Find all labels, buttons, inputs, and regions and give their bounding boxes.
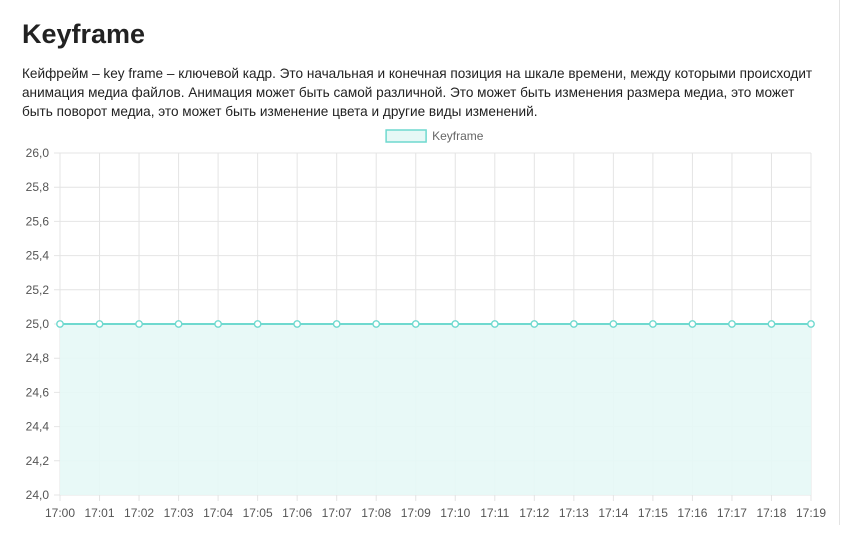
x-tick-label: 17:11 <box>480 506 509 520</box>
data-point[interactable] <box>332 320 341 328</box>
x-tick-label: 17:10 <box>440 506 470 520</box>
data-point[interactable] <box>609 320 618 328</box>
y-tick-label: 24,8 <box>26 351 50 365</box>
data-point[interactable] <box>807 320 815 328</box>
legend[interactable]: Keyframe <box>385 129 484 143</box>
y-tick-label: 25,4 <box>26 249 50 263</box>
data-point[interactable] <box>490 320 499 328</box>
x-tick-label: 17:03 <box>164 506 194 520</box>
y-tick-label: 24,4 <box>26 420 50 434</box>
data-point[interactable] <box>253 320 262 328</box>
x-tick-label: 17:18 <box>756 506 786 520</box>
x-tick-label: 17:08 <box>361 506 391 520</box>
x-tick-label: 17:13 <box>559 506 589 520</box>
data-point[interactable] <box>411 320 420 328</box>
series-points[interactable] <box>56 320 815 328</box>
y-tick-label: 25,2 <box>26 283 50 297</box>
x-tick-label: 17:17 <box>717 506 747 520</box>
description-paragraph: Кейфрейм – key frame – ключевой кадр. Эт… <box>22 66 813 119</box>
y-tick-label: 25,8 <box>26 180 50 194</box>
data-point[interactable] <box>135 320 143 328</box>
y-tick-label: 25,6 <box>26 214 50 228</box>
x-tick-label: 17:04 <box>203 506 233 520</box>
y-tick-label: 24,2 <box>26 454 50 468</box>
data-point[interactable] <box>648 320 657 328</box>
data-point[interactable] <box>56 320 64 328</box>
x-axis-tick-labels: 17:00 17:01 17:02 17:03 17:04 17:05 17:06 17:07… <box>45 506 826 520</box>
x-tick-label: 17:02 <box>124 506 154 520</box>
right-divider <box>839 0 840 525</box>
x-tick-label: 17:12 <box>519 506 549 520</box>
x-tick-label: 17:01 <box>85 506 115 520</box>
y-axis-tick-labels: 26,0 25,8 25,6 25,4 25,2 25,0 24,8 24,6 24,4 24,2… <box>26 146 50 502</box>
series-area-fill <box>60 324 811 495</box>
data-point[interactable] <box>214 320 223 328</box>
legend-swatch[interactable] <box>385 129 427 143</box>
y-tick-label: 24,0 <box>26 488 50 502</box>
series-area <box>60 324 811 495</box>
data-point[interactable] <box>174 320 183 328</box>
x-tick-label: 17:19 <box>796 506 826 520</box>
data-point[interactable] <box>372 320 381 328</box>
data-point[interactable] <box>728 320 736 328</box>
legend-label[interactable]: Keyframe <box>432 129 484 143</box>
y-tick-label: 26,0 <box>26 146 50 160</box>
y-tick-label: 24,6 <box>26 385 50 399</box>
y-tick-label: 25,0 <box>26 317 50 331</box>
x-tick-label: 17:15 <box>638 506 668 520</box>
data-point[interactable] <box>688 320 697 328</box>
x-tick-label: 17:07 <box>322 506 352 520</box>
data-point[interactable] <box>767 320 776 328</box>
x-tick-label: 17:16 <box>677 506 707 520</box>
data-point[interactable] <box>293 320 302 328</box>
data-point[interactable] <box>530 320 539 328</box>
x-tick-label: 17:00 <box>45 506 75 520</box>
page-title: Keyframe <box>22 19 146 49</box>
data-point[interactable] <box>451 320 460 328</box>
keyframe-line-chart: 26,0 25,8 25,6 25,4 25,2 25,0 24,8 24,6 24,4 24,2… <box>26 129 827 520</box>
data-point[interactable] <box>95 320 104 328</box>
data-point[interactable] <box>569 320 578 328</box>
x-tick-label: 17:09 <box>401 506 431 520</box>
x-tick-label: 17:14 <box>598 506 628 520</box>
x-tick-label: 17:06 <box>282 506 312 520</box>
x-tick-label: 17:05 <box>243 506 273 520</box>
